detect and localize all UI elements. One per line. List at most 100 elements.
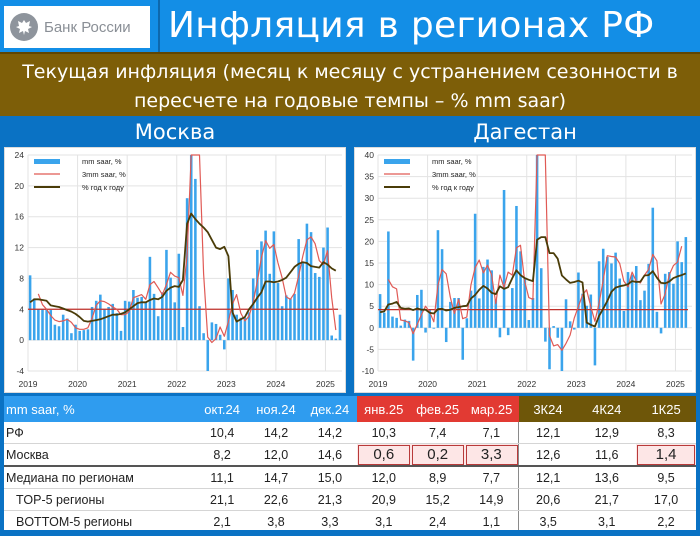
region-title-moscow: Москва [134, 120, 216, 144]
svg-text:40: 40 [365, 150, 375, 160]
cell: 8,3 [636, 422, 696, 444]
cell: 12,6 [518, 443, 578, 467]
cell: 3,1 [356, 510, 411, 533]
svg-text:2021: 2021 [468, 379, 487, 389]
svg-text:2024: 2024 [616, 379, 635, 389]
svg-text:-10: -10 [362, 366, 375, 376]
cell: 10,4 [195, 422, 250, 444]
svg-text:mm saar, %: mm saar, % [82, 157, 122, 166]
table-row-top5: TOP-5 регионы 21,1 22,6 21,3 20,9 15,2 1… [4, 488, 696, 511]
cell: 20,9 [356, 488, 411, 511]
svg-text:8: 8 [19, 273, 24, 283]
region-title-dagestan: Дагестан [473, 120, 577, 144]
cell: 22,6 [249, 488, 303, 511]
logo-text: Банк России [44, 18, 131, 36]
region-titles: Москва Дагестан [0, 117, 700, 147]
cell: 14,6 [302, 443, 357, 467]
col-header: окт.24 [195, 396, 250, 422]
svg-text:20: 20 [365, 236, 375, 246]
table-row-rf: РФ 10,4 14,2 14,2 10,3 7,4 7,1 12,1 12,9… [4, 422, 696, 444]
svg-text:15: 15 [365, 258, 375, 268]
table-row-median: Медиана по регионам 11,1 14,7 15,0 12,0 … [4, 466, 696, 489]
col-header: ноя.24 [249, 396, 303, 422]
cell: 10,3 [356, 422, 411, 444]
svg-text:3mm saar, %: 3mm saar, % [82, 170, 126, 179]
cell: 14,7 [249, 466, 303, 489]
chart-moscow: -4 0 4 8 12 16 20 24 2019 2020 2021 2022 2023 2024 202… [4, 147, 346, 393]
cell: 20,6 [518, 488, 578, 511]
svg-text:0: 0 [19, 335, 24, 345]
cell: 12,9 [577, 422, 637, 444]
cell: 3,1 [577, 510, 637, 533]
cell: 1,1 [464, 510, 519, 533]
cell: 8,9 [410, 466, 465, 489]
cell: 12,1 [518, 422, 578, 444]
svg-text:12: 12 [15, 243, 25, 253]
svg-text:2025: 2025 [316, 379, 335, 389]
svg-text:2022: 2022 [517, 379, 536, 389]
cell: 21,3 [302, 488, 357, 511]
svg-text:% год к году: % год к году [432, 183, 474, 192]
cell: 11,6 [577, 443, 637, 467]
cell: 3,3 [302, 510, 357, 533]
col-header: 1К25 [636, 396, 696, 422]
cell: 15,0 [302, 466, 357, 489]
svg-text:30: 30 [365, 193, 375, 203]
cell: 7,1 [464, 422, 519, 444]
cell: 17,0 [636, 488, 696, 511]
cell: 2,1 [195, 510, 250, 533]
svg-text:2024: 2024 [266, 379, 285, 389]
col-header: 3К24 [518, 396, 578, 422]
cell: 13,6 [577, 466, 637, 489]
svg-text:2019: 2019 [369, 379, 388, 389]
chart-dagestan: -10 -5 0 5 10 15 20 25 30 35 40 2019 2020 2021 2022 202… [354, 147, 696, 393]
subtitle-band: Текущая инфляция (месяц к месяцу с устра… [0, 52, 700, 116]
col-header: мар.25 [464, 396, 519, 422]
table-header-label: mm saar, % [4, 396, 196, 422]
cell: 21,1 [195, 488, 250, 511]
table-header-row: mm saar, % окт.24 ноя.24 дек.24 янв.25 ф… [4, 396, 696, 422]
subtitle-line-1: Текущая инфляция (месяц к месяцу с устра… [22, 61, 678, 83]
eagle-emblem-icon [10, 13, 38, 41]
table-row-bottom5: BOTTOM-5 регионы 2,1 3,8 3,3 3,1 2,4 1,1… [4, 510, 696, 533]
col-header: дек.24 [302, 396, 357, 422]
col-header: 4К24 [577, 396, 637, 422]
cell: 7,7 [464, 466, 519, 489]
svg-text:4: 4 [19, 304, 24, 314]
col-header: фев.25 [410, 396, 465, 422]
svg-text:10: 10 [365, 280, 375, 290]
subtitle-line-2: пересчете на годовые темпы – % mm saar) [133, 90, 567, 112]
svg-text:-5: -5 [366, 344, 374, 354]
svg-text:-4: -4 [16, 366, 24, 376]
row-label: TOP-5 регионы [4, 488, 196, 511]
cell: 9,5 [636, 466, 696, 489]
cell: 21,7 [577, 488, 637, 511]
cell-highlighted: 3,3 [464, 443, 519, 467]
svg-text:25: 25 [365, 215, 375, 225]
cell: 14,2 [249, 422, 303, 444]
bottom-bar [0, 530, 700, 536]
row-label: Медиана по регионам [4, 466, 196, 489]
cell: 12,0 [249, 443, 303, 467]
svg-text:2020: 2020 [418, 379, 437, 389]
svg-text:2021: 2021 [118, 379, 137, 389]
svg-text:0: 0 [369, 323, 374, 333]
svg-text:% год к году: % год к году [82, 183, 124, 192]
bank-logo: Банк России [4, 6, 150, 48]
svg-text:2023: 2023 [567, 379, 586, 389]
svg-text:2020: 2020 [68, 379, 87, 389]
inflation-table: mm saar, % окт.24 ноя.24 дек.24 янв.25 ф… [4, 396, 696, 533]
cell: 11,1 [195, 466, 250, 489]
col-header: янв.25 [356, 396, 411, 422]
cell: 3,8 [249, 510, 303, 533]
svg-text:2019: 2019 [19, 379, 38, 389]
header-bar: Банк России Инфляция в регионах РФ [0, 0, 700, 52]
table-row-moscow: Москва 8,2 12,0 14,6 0,6 0,2 3,3 12,6 11… [4, 443, 696, 467]
cell-highlighted: 0,2 [410, 443, 465, 467]
page-title: Инфляция в регионах РФ [168, 5, 655, 46]
cell: 12,0 [356, 466, 411, 489]
svg-text:3mm saar, %: 3mm saar, % [432, 170, 476, 179]
svg-text:20: 20 [15, 181, 25, 191]
